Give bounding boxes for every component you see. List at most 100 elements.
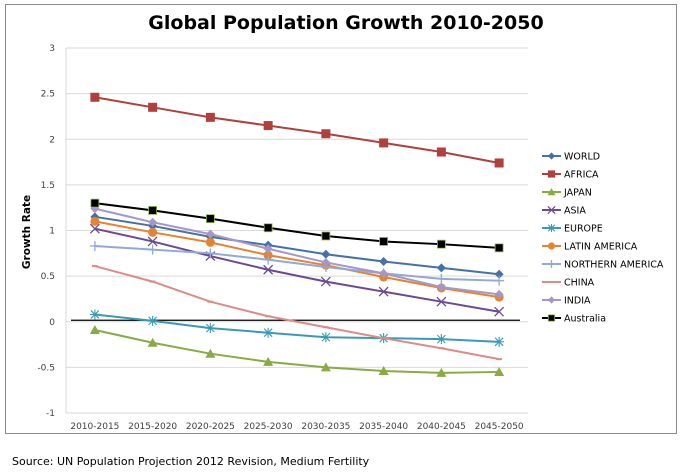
data-point: [494, 289, 504, 299]
data-point: [205, 237, 215, 247]
data-point: [494, 269, 504, 279]
data-point: [147, 337, 158, 347]
data-point: [263, 223, 273, 233]
legend-marker: [547, 170, 556, 178]
data-point: [263, 356, 274, 366]
x-axis-ticks: 2010-2015 2015-2020 2020-2025 2025-2030 2030…: [70, 422, 524, 432]
data-point: [205, 214, 215, 224]
data-point: [147, 244, 158, 255]
legend-marker: [547, 260, 556, 268]
y-tick-label: 1.5: [41, 181, 55, 191]
y-tick-label: 1: [49, 227, 55, 237]
data-point: [436, 263, 446, 273]
data-point: [205, 229, 215, 239]
data-point: [148, 227, 158, 237]
series-line: [94, 220, 500, 299]
legend-item: Australia: [542, 314, 606, 325]
source-note: Source: UN Population Projection 2012 Re…: [12, 455, 370, 468]
series-line: [94, 227, 500, 313]
data-point: [436, 147, 446, 157]
legend-item: CHINA: [542, 278, 595, 289]
data-point: [148, 217, 158, 227]
x-tick-label: 2010-2015: [70, 422, 119, 432]
data-point: [379, 138, 389, 148]
legend-marker: [547, 188, 556, 196]
data-point: [90, 216, 100, 226]
data-point: [205, 323, 216, 334]
series-line: [94, 207, 500, 296]
data-point: [320, 276, 331, 287]
series-china: [91, 265, 503, 361]
data-point: [494, 243, 504, 253]
series-japan: [89, 324, 505, 377]
data-point: [379, 237, 389, 246]
legend-item: NORTHERN AMERICA: [542, 260, 664, 271]
series-line: [94, 96, 500, 164]
y-tick-label: 0.5: [41, 272, 55, 282]
legend-marker: [547, 205, 556, 215]
legend-item: EUROPE: [542, 224, 603, 235]
y-tick-label: -1: [46, 409, 55, 419]
gridlines: [65, 47, 528, 414]
x-tick-label: 2040-2045: [417, 422, 466, 432]
chart-title: Global Population Growth 2010-2050: [148, 12, 543, 34]
series-line: [94, 313, 500, 343]
x-tick-label: 2035-2040: [359, 422, 408, 432]
series-group: [89, 92, 505, 377]
data-point: [494, 306, 505, 317]
data-point: [89, 241, 100, 252]
data-point: [89, 223, 100, 234]
series-line: [94, 245, 500, 282]
series-africa: [90, 92, 504, 168]
legend-label: LATIN AMERICA: [564, 242, 638, 253]
data-point: [205, 348, 216, 358]
data-point: [321, 257, 331, 267]
chart-frame: [5, 4, 677, 434]
y-tick-label: 0: [49, 318, 55, 328]
series-line: [94, 265, 500, 361]
data-point: [263, 264, 274, 275]
data-point: [378, 366, 389, 376]
legend-marker: [547, 314, 556, 322]
series-line: [94, 215, 500, 276]
data-point: [320, 332, 331, 343]
y-tick-label: 3: [49, 44, 55, 54]
legend-label: NORTHERN AMERICA: [564, 260, 664, 271]
data-point: [378, 286, 389, 297]
legend-item: JAPAN: [542, 188, 592, 199]
series-australia: [90, 198, 504, 253]
data-point: [436, 367, 447, 377]
x-tick-label: 2030-2035: [301, 422, 350, 432]
y-tick-label: 2: [49, 135, 55, 145]
y-axis-ticks: 3 2.5 2 1.5 1 0.5 0 -0.5 -1: [37, 44, 55, 419]
legend-item: ASIA: [542, 206, 586, 217]
data-point: [90, 92, 100, 102]
x-tick-label: 2025-2030: [244, 422, 293, 432]
data-point: [436, 334, 447, 345]
x-tick-label: 2045-2050: [475, 422, 524, 432]
data-point: [494, 158, 504, 168]
data-point: [148, 102, 158, 112]
data-point: [436, 282, 446, 292]
x-tick-label: 2020-2025: [186, 422, 235, 432]
x-tick-label: 2015-2020: [128, 422, 177, 432]
y-tick-label: -0.5: [37, 363, 55, 373]
data-point: [494, 336, 505, 347]
legend-marker: [547, 152, 556, 160]
legend-marker: [547, 296, 556, 304]
legend-label: WORLD: [564, 152, 600, 163]
y-tick-label: 2.5: [41, 90, 55, 100]
legend-label: EUROPE: [564, 224, 603, 235]
legend-item: WORLD: [542, 152, 600, 163]
data-point: [321, 249, 331, 259]
legend-item: AFRICA: [542, 170, 599, 181]
legend-label: CHINA: [564, 278, 595, 289]
data-point: [321, 129, 331, 139]
legend-item: LATIN AMERICA: [542, 242, 638, 253]
data-point: [436, 239, 446, 249]
legend-item: INDIA: [542, 296, 591, 307]
data-point: [494, 366, 505, 376]
legend-label: Australia: [564, 314, 606, 325]
legend-label: JAPAN: [563, 188, 592, 199]
